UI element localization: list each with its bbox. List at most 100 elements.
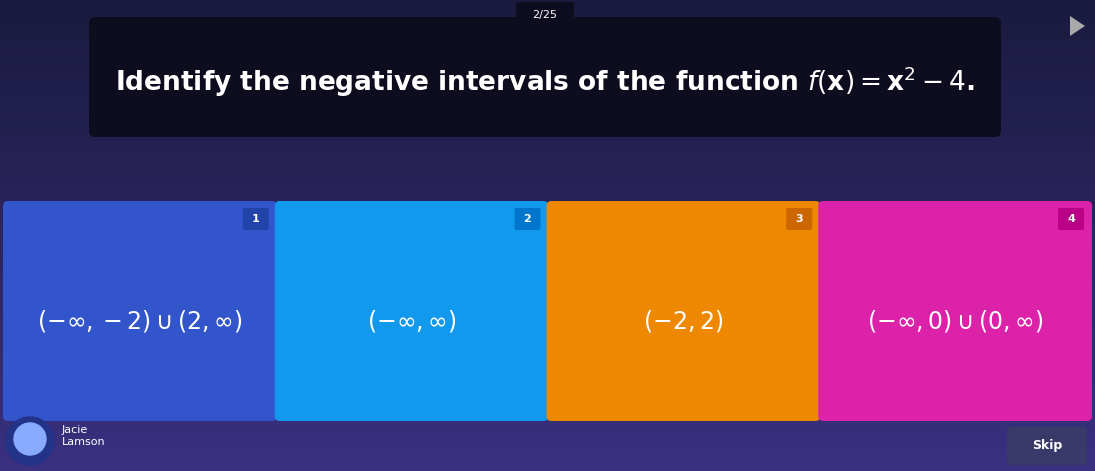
Bar [0, 2, 1095, 5]
Bar [0, 186, 1095, 188]
Bar [0, 0, 1095, 2]
Bar [0, 111, 1095, 113]
Bar [0, 363, 1095, 365]
Bar [0, 318, 1095, 320]
Bar [0, 66, 1095, 68]
Text: 2: 2 [523, 214, 531, 224]
Bar [0, 141, 1095, 144]
Text: $(-2, 2)$: $(-2, 2)$ [643, 308, 724, 334]
FancyBboxPatch shape [3, 201, 277, 421]
Bar [0, 49, 1095, 52]
Bar [0, 447, 1095, 450]
FancyBboxPatch shape [1007, 427, 1087, 465]
Bar [0, 351, 1095, 353]
Bar [0, 61, 1095, 64]
Bar [0, 306, 1095, 309]
Bar [0, 148, 1095, 151]
Bar [0, 214, 1095, 217]
Bar [0, 181, 1095, 184]
Bar [0, 104, 1095, 106]
Bar [0, 92, 1095, 94]
Bar [0, 188, 1095, 191]
Bar [0, 137, 1095, 139]
Bar [0, 115, 1095, 118]
Bar [0, 429, 1095, 431]
Bar [0, 47, 1095, 49]
Bar [0, 309, 1095, 311]
Text: $(-\infty, \infty)$: $(-\infty, \infty)$ [367, 308, 457, 334]
Bar [0, 341, 1095, 344]
Bar [0, 97, 1095, 99]
Bar [0, 205, 1095, 207]
Bar [0, 268, 1095, 271]
Bar [0, 311, 1095, 313]
Bar [0, 198, 1095, 200]
Bar [0, 382, 1095, 384]
Bar [0, 398, 1095, 400]
Bar [0, 339, 1095, 341]
Bar [0, 155, 1095, 158]
FancyBboxPatch shape [275, 201, 549, 421]
Bar [0, 151, 1095, 153]
Bar [0, 462, 1095, 464]
Bar [0, 426, 1095, 429]
Text: 4: 4 [1067, 214, 1075, 224]
Bar [0, 419, 1095, 422]
Bar [0, 245, 1095, 247]
Bar [0, 177, 1095, 179]
Bar [0, 42, 1095, 45]
Bar [0, 221, 1095, 224]
Bar [0, 365, 1095, 367]
Bar [0, 125, 1095, 127]
Bar [0, 417, 1095, 419]
Bar [0, 28, 1095, 31]
Circle shape [5, 417, 54, 465]
Bar [0, 236, 1095, 238]
Bar [0, 174, 1095, 177]
Bar [0, 278, 1095, 280]
Bar [0, 264, 1095, 266]
Bar [0, 290, 1095, 292]
Bar [0, 280, 1095, 283]
Circle shape [14, 423, 46, 455]
Bar [0, 332, 1095, 334]
Bar [0, 233, 1095, 236]
Bar [0, 455, 1095, 457]
FancyBboxPatch shape [515, 208, 541, 230]
Bar [0, 59, 1095, 61]
Bar [0, 75, 1095, 78]
Bar [0, 179, 1095, 181]
Bar [0, 122, 1095, 125]
Bar [0, 9, 1095, 12]
Bar [0, 379, 1095, 382]
Bar [0, 68, 1095, 71]
Bar [0, 85, 1095, 87]
Bar [0, 384, 1095, 386]
Bar [0, 469, 1095, 471]
Bar [0, 250, 1095, 252]
Bar [0, 396, 1095, 398]
Bar [0, 167, 1095, 170]
Bar [0, 252, 1095, 254]
Bar [0, 273, 1095, 276]
FancyBboxPatch shape [786, 208, 812, 230]
Bar [0, 172, 1095, 174]
Bar [0, 393, 1095, 396]
Bar [0, 259, 1095, 261]
Bar [0, 294, 1095, 297]
Bar [0, 238, 1095, 240]
Bar [0, 386, 1095, 389]
Bar [0, 271, 1095, 273]
Text: $(-\infty, -2) \cup (2, \infty)$: $(-\infty, -2) \cup (2, \infty)$ [37, 308, 243, 334]
Bar [0, 5, 1095, 7]
Bar [0, 360, 1095, 363]
Bar [0, 431, 1095, 433]
Bar [0, 466, 1095, 469]
Bar [0, 436, 1095, 438]
Bar [0, 14, 1095, 16]
Bar [0, 240, 1095, 243]
Text: 1: 1 [252, 214, 260, 224]
Bar [0, 349, 1095, 351]
Bar [0, 195, 1095, 198]
Bar [0, 7, 1095, 9]
